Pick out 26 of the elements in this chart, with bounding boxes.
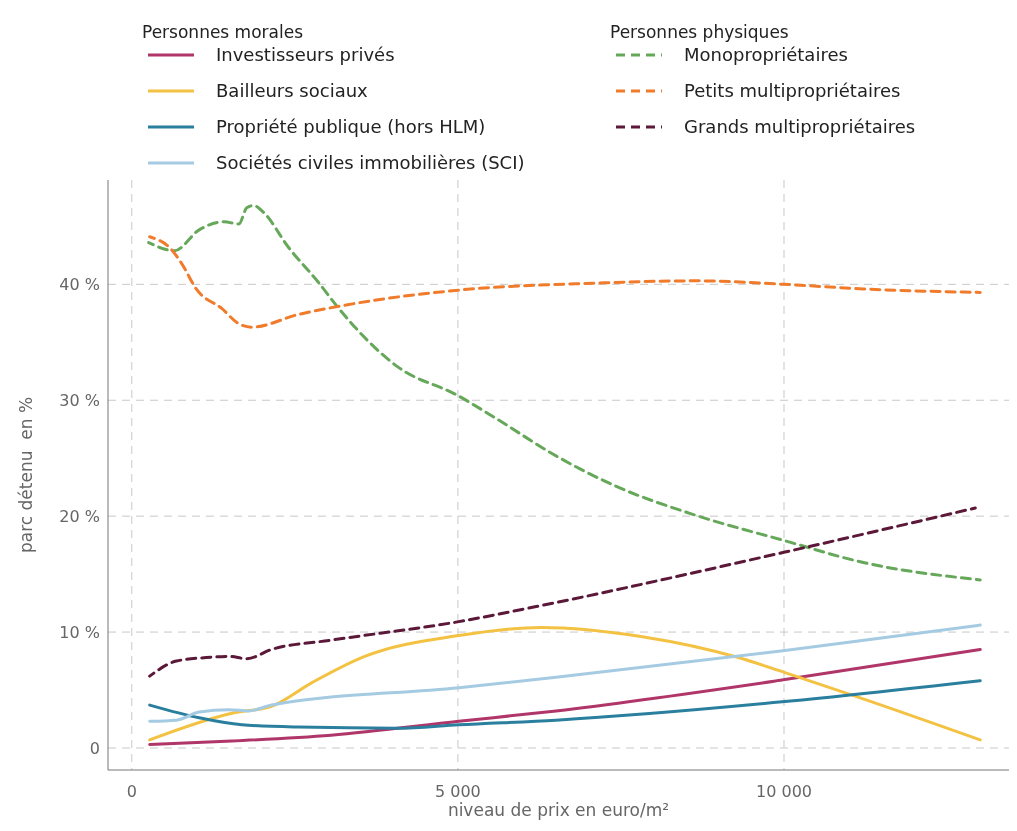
legend-label: Petits multipropriétaires: [684, 80, 901, 101]
line-series: [148, 506, 977, 678]
x-tick-label: 0: [126, 782, 137, 801]
line-series: [148, 647, 982, 746]
y-tick-label: 30 %: [59, 391, 100, 411]
line-series: [148, 623, 982, 723]
legend-label: Grands multipropriétaires: [684, 116, 916, 137]
legend-label: Investisseurs privés: [216, 44, 395, 65]
legend-label: Sociétés civiles immobilières (SCI): [216, 152, 525, 173]
y-tick-label: 0: [89, 738, 100, 758]
text: Personnes physiques: [610, 22, 789, 42]
legend-title: Personnes morales: [142, 22, 304, 42]
y-tick-label: 40 %: [59, 275, 100, 295]
x-tick-label: 5 000: [434, 782, 481, 801]
y-tick-label: 10 %: [59, 623, 100, 643]
legend-label: Bailleurs sociaux: [216, 80, 369, 101]
y-tick-label: 20 %: [59, 507, 100, 527]
x-axis-title: niveau de prix en euro/m²: [447, 800, 670, 820]
legend-label: Propriété publique (hors HLM): [216, 116, 486, 137]
line-series: [148, 679, 982, 730]
line-series: [147, 204, 982, 582]
line-series: [148, 235, 982, 329]
x-tick-label: 10 000: [756, 782, 812, 801]
line-series: [148, 625, 982, 742]
legend-label: Monopropriétaires: [684, 44, 848, 65]
y-axis-title: parc détenu en %: [16, 396, 36, 554]
